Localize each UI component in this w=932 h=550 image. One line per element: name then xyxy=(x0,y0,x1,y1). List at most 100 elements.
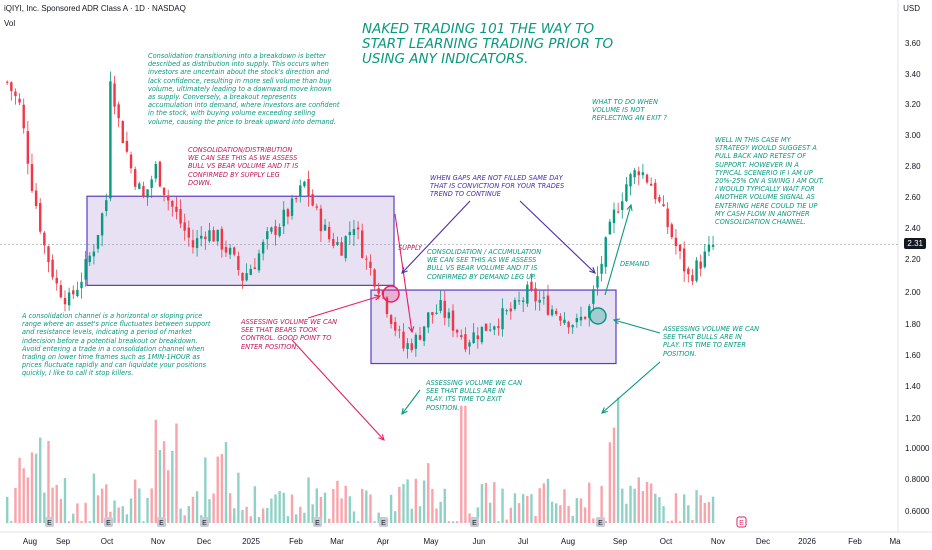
candle-body xyxy=(204,236,207,240)
volume-bar xyxy=(410,508,413,523)
volume-bar xyxy=(84,502,87,523)
candle-body xyxy=(513,300,517,309)
volume-bar xyxy=(542,483,546,523)
symbol-title: iQIYI, Inc. Sponsored ADR Class A · 1D ·… xyxy=(4,4,186,13)
candle-body xyxy=(658,196,661,202)
candle-body xyxy=(612,209,616,224)
bulls-enter-arrow-zone-head xyxy=(612,318,621,325)
y-tick-label: 3.40 xyxy=(905,70,921,79)
demand-label: DEMAND xyxy=(620,260,650,268)
candle-body xyxy=(228,247,232,255)
volume-bar xyxy=(662,506,665,523)
candle-body xyxy=(509,308,513,312)
candle-body xyxy=(530,281,533,290)
candle-body xyxy=(422,326,426,342)
candle-body xyxy=(464,334,467,350)
gap-arrow-left xyxy=(401,200,471,274)
volume-bar xyxy=(266,507,269,523)
candle-body xyxy=(303,181,306,187)
volume-bar xyxy=(253,486,257,523)
candle-body xyxy=(637,171,640,176)
volume-bar xyxy=(315,488,318,523)
candle-body xyxy=(352,229,356,236)
candle-body xyxy=(216,229,219,242)
candle-body xyxy=(480,326,484,343)
volume-bar xyxy=(530,494,533,523)
volume-bar xyxy=(183,515,186,523)
candle-body xyxy=(340,242,343,256)
volume-bar xyxy=(67,521,71,523)
bulls-exit-arrow xyxy=(401,389,421,415)
candle-body xyxy=(410,343,413,351)
candle-body xyxy=(567,321,570,328)
candle-body xyxy=(654,182,657,200)
volume-bar xyxy=(406,479,409,523)
volume-bar xyxy=(332,489,335,523)
candle-body xyxy=(290,198,294,216)
volume-bar xyxy=(208,499,211,523)
candle-body xyxy=(286,209,290,217)
volume-bar xyxy=(373,521,376,523)
candle-body xyxy=(299,185,302,197)
volume-bar xyxy=(158,450,162,523)
earnings-marker xyxy=(736,516,747,528)
candle-body xyxy=(154,164,158,179)
currency-label: USD xyxy=(903,4,920,13)
volume-bar xyxy=(550,501,554,523)
candle-body xyxy=(88,255,91,263)
candle-body xyxy=(521,300,525,302)
volume-bar xyxy=(282,492,285,523)
volume-bar xyxy=(18,457,21,523)
volume-bar xyxy=(493,482,496,523)
volume-bar xyxy=(579,498,583,523)
volume-bar xyxy=(365,490,368,523)
earnings-marker-label: E xyxy=(106,520,111,527)
volume-bar xyxy=(567,505,570,523)
x-tick-label: Nov xyxy=(711,537,725,546)
volume-bar xyxy=(497,521,500,523)
candle-body xyxy=(703,251,707,268)
earnings-marker-label: E xyxy=(472,520,477,527)
candle-body xyxy=(678,244,682,252)
volume-bar xyxy=(138,488,141,523)
volume-bar xyxy=(666,521,669,523)
volume-bar xyxy=(299,506,302,523)
y-tick-label: 2.40 xyxy=(905,224,921,233)
candle-body xyxy=(117,104,120,119)
volume-bar xyxy=(361,488,364,523)
y-tick-label: 2.20 xyxy=(905,255,921,264)
volume-bar xyxy=(563,489,566,523)
candle-body xyxy=(105,200,108,212)
earnings-marker xyxy=(470,517,479,527)
candle-body xyxy=(406,343,409,349)
volume-bar xyxy=(146,497,149,523)
volume-bar xyxy=(711,496,715,523)
candle-body xyxy=(608,221,612,235)
volume-bar xyxy=(604,521,607,523)
candle-body xyxy=(18,98,21,103)
volume-bar xyxy=(14,487,17,523)
candle-body xyxy=(59,285,63,298)
candle-body xyxy=(220,228,224,250)
supply-break-circle xyxy=(382,285,400,303)
volume-bar xyxy=(571,515,574,523)
candle-body xyxy=(212,230,215,242)
candle-body xyxy=(208,230,211,242)
volume-bar xyxy=(674,493,678,523)
candle-body xyxy=(80,281,83,289)
candle-body xyxy=(72,290,75,295)
y-tick-label: 1.20 xyxy=(905,414,921,423)
y-tick-label: 3.00 xyxy=(905,131,921,140)
candle-body xyxy=(505,310,508,312)
earnings-marker-label: E xyxy=(47,520,52,527)
candle-body xyxy=(414,334,418,349)
candle-body xyxy=(179,209,182,224)
candle-body xyxy=(687,268,690,275)
candle-body xyxy=(348,231,352,236)
candle-body xyxy=(447,312,451,319)
candle-body xyxy=(645,174,649,183)
volume-bar xyxy=(559,505,562,523)
candle-body xyxy=(427,312,430,328)
x-tick-label: Feb xyxy=(289,537,303,546)
